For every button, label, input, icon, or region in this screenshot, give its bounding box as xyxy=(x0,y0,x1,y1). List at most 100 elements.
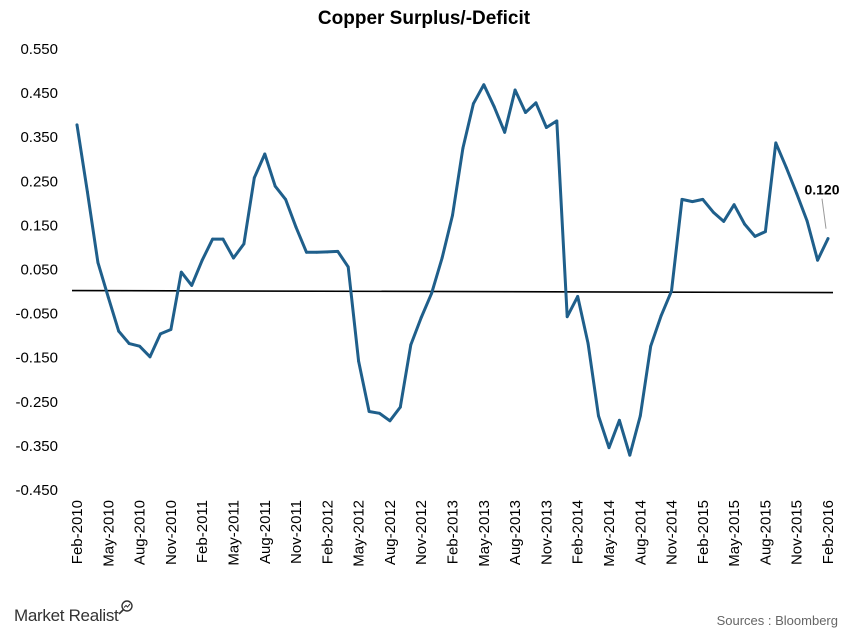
zero-line xyxy=(71,289,834,294)
data-point xyxy=(263,152,267,156)
data-point xyxy=(305,250,308,254)
data-point xyxy=(127,342,131,345)
data-point xyxy=(513,88,517,92)
x-tick-label: Nov-2012 xyxy=(413,500,430,565)
y-tick-label: 0.250 xyxy=(20,173,58,190)
data-point xyxy=(524,111,527,114)
y-tick-label: 0.050 xyxy=(20,262,58,279)
data-point xyxy=(200,258,204,262)
data-point xyxy=(649,344,653,348)
x-tick-label: Nov-2013 xyxy=(538,500,555,565)
brand-name: Market Realist xyxy=(14,606,119,625)
y-tick-label: -0.350 xyxy=(15,438,58,455)
x-tick-label: Aug-2011 xyxy=(257,500,274,564)
data-point xyxy=(211,237,214,241)
data-point xyxy=(336,250,340,253)
data-point xyxy=(492,105,496,109)
y-tick-label: -0.250 xyxy=(15,394,58,411)
x-tick-label: Feb-2013 xyxy=(445,500,462,564)
x-tick-label: Feb-2011 xyxy=(194,500,211,563)
data-point xyxy=(440,256,444,260)
data-point xyxy=(659,314,663,318)
data-point xyxy=(148,355,152,359)
x-tick-label: May-2014 xyxy=(601,500,618,567)
data-point xyxy=(190,283,194,287)
data-point xyxy=(670,289,673,293)
data-point xyxy=(451,213,454,217)
data-point xyxy=(232,256,235,260)
data-point xyxy=(753,235,757,238)
data-point xyxy=(138,344,141,348)
x-tick-label: Nov-2014 xyxy=(664,500,681,565)
y-tick-label: 0.350 xyxy=(20,129,58,146)
chart-title: Copper Surplus/-Deficit xyxy=(318,8,531,29)
data-point xyxy=(784,166,788,170)
x-tick-label: Aug-2013 xyxy=(507,500,524,565)
data-point xyxy=(430,291,434,295)
y-tick-label: -0.050 xyxy=(15,306,58,323)
x-tick-label: Feb-2014 xyxy=(570,500,587,564)
data-point xyxy=(722,220,726,223)
y-tick-label: 0.550 xyxy=(20,41,58,58)
x-tick-label: Feb-2016 xyxy=(820,500,837,564)
data-point xyxy=(826,237,830,241)
x-tick-label: Aug-2014 xyxy=(632,500,649,565)
y-tick-label: 0.450 xyxy=(20,85,58,102)
data-point xyxy=(273,184,277,188)
x-tick-label: Feb-2012 xyxy=(319,500,336,564)
data-point xyxy=(482,83,486,87)
data-point xyxy=(795,192,799,196)
data-points xyxy=(75,83,830,457)
x-tick-label: Feb-2015 xyxy=(695,500,712,564)
data-point xyxy=(346,265,350,269)
x-tick-label: May-2011 xyxy=(225,500,242,566)
brand-logo: Market Realist xyxy=(14,600,133,625)
data-point xyxy=(461,146,465,150)
data-point xyxy=(638,414,642,418)
y-tick-label: -0.150 xyxy=(15,350,58,367)
data-point xyxy=(294,225,298,229)
data-point xyxy=(764,230,767,233)
x-tick-label: Nov-2015 xyxy=(789,500,806,565)
data-point xyxy=(607,446,611,450)
data-point xyxy=(75,123,79,127)
y-tick-label: -0.450 xyxy=(15,482,58,499)
data-point xyxy=(221,237,225,241)
data-point xyxy=(732,203,736,207)
data-point xyxy=(242,242,246,246)
data-point xyxy=(503,130,507,134)
data-point xyxy=(743,222,746,226)
source-note: Sources : Bloomberg xyxy=(717,613,838,628)
data-point xyxy=(816,258,819,262)
data-point xyxy=(419,316,423,319)
data-point xyxy=(711,210,715,214)
annotation-leader xyxy=(821,198,827,229)
data-point xyxy=(597,414,600,418)
x-tick-label: May-2013 xyxy=(476,500,493,567)
data-point xyxy=(284,197,288,201)
data-point xyxy=(315,250,319,254)
data-point xyxy=(555,119,559,123)
data-point xyxy=(565,315,569,319)
data-point xyxy=(388,419,392,423)
data-point xyxy=(680,197,684,201)
x-tick-label: Feb-2010 xyxy=(69,500,86,564)
data-point xyxy=(169,328,173,331)
x-tick-label: May-2010 xyxy=(100,500,117,567)
data-point xyxy=(96,261,100,264)
data-point xyxy=(325,250,329,254)
data-point xyxy=(617,418,621,422)
data-point xyxy=(86,190,89,194)
data-point xyxy=(628,453,632,457)
annotations: 0.120 xyxy=(804,182,840,229)
data-point xyxy=(159,332,162,336)
y-axis: 0.550 0.450 0.350 0.250 0.150 0.050 -0.050 -0.1… xyxy=(15,41,58,499)
data-point xyxy=(576,295,580,298)
x-axis: Feb-2010 May-2010 Aug-2010 Nov-2010 Feb-2011… xyxy=(69,500,837,567)
data-point xyxy=(117,329,121,333)
x-tick-label: Aug-2015 xyxy=(757,500,774,565)
data-point xyxy=(586,342,590,345)
data-point xyxy=(805,219,809,223)
data-point xyxy=(701,197,705,201)
data-point xyxy=(357,359,361,363)
